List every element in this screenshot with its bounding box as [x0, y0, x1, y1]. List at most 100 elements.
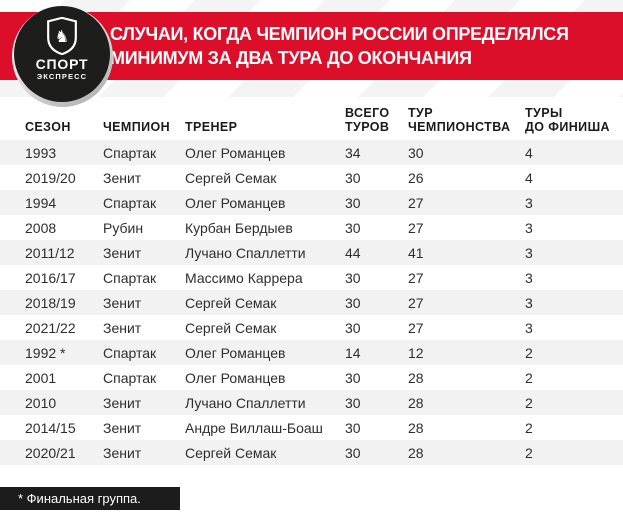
cell-total-rounds: 30 — [345, 419, 361, 436]
champions-table: СЕЗОН ЧЕМПИОН ТРЕНЕР ВСЕГО ТУРОВ ТУР ЧЕМПИОН… — [0, 96, 623, 465]
table-row: 2020/21 Зенит Сергей Семак 30 28 2 — [0, 440, 623, 465]
cell-total-rounds: 30 — [345, 369, 361, 386]
cell-rounds-to-finish: 3 — [525, 294, 533, 311]
cell-total-rounds: 30 — [345, 219, 361, 236]
shield-knight-icon: ♞ — [47, 17, 77, 55]
table-row: 2001 Спартак Олег Романцев 30 28 2 — [0, 365, 623, 390]
cell-champion: Зенит — [103, 244, 142, 261]
cell-championship-round: 27 — [408, 319, 424, 336]
cell-coach: Сергей Семак — [185, 294, 277, 311]
cell-rounds-to-finish: 2 — [525, 394, 533, 411]
cell-championship-round: 41 — [408, 244, 424, 261]
cell-season: 2001 — [25, 369, 57, 386]
table-row: 1993 Спартак Олег Романцев 34 30 4 — [0, 140, 623, 165]
logo-text-sub: ЭКСПРЕСС — [36, 72, 88, 81]
cell-total-rounds: 30 — [345, 294, 361, 311]
cell-championship-round: 28 — [408, 444, 424, 461]
cell-total-rounds: 30 — [345, 394, 361, 411]
cell-season: 2020/21 — [25, 444, 76, 461]
cell-coach: Лучано Спаллетти — [185, 394, 306, 411]
sport-express-logo: ♞ СПОРТ ЭКСПРЕСС — [12, 6, 113, 107]
table-body: 1993 Спартак Олег Романцев 34 30 4 2019/20 Зени… — [0, 140, 623, 465]
table-row: 2019/20 Зенит Сергей Семак 30 26 4 — [0, 165, 623, 190]
column-header-championship-round: ТУР ЧЕМПИОНСТВА — [408, 106, 511, 134]
cell-total-rounds: 30 — [345, 169, 361, 186]
cell-rounds-to-finish: 3 — [525, 319, 533, 336]
cell-champion: Спартак — [103, 269, 157, 286]
cell-rounds-to-finish: 3 — [525, 219, 533, 236]
column-header-champion: ЧЕМПИОН — [103, 120, 171, 134]
cell-rounds-to-finish: 4 — [525, 144, 533, 161]
title-line-1: СЛУЧАИ, КОГДА ЧЕМПИОН РОССИИ ОПРЕДЕЛЯЛСЯ — [110, 24, 569, 44]
table-header-row: СЕЗОН ЧЕМПИОН ТРЕНЕР ВСЕГО ТУРОВ ТУР ЧЕМПИОН… — [0, 96, 623, 140]
cell-champion: Зенит — [103, 444, 142, 461]
cell-championship-round: 12 — [408, 344, 424, 361]
table-row: 1992 * Спартак Олег Романцев 14 12 2 — [0, 340, 623, 365]
column-header-coach: ТРЕНЕР — [185, 120, 238, 134]
cell-coach: Олег Романцев — [185, 194, 286, 211]
table-row: 2016/17 Спартак Массимо Каррера 30 27 3 — [0, 265, 623, 290]
cell-rounds-to-finish: 2 — [525, 419, 533, 436]
cell-championship-round: 27 — [408, 219, 424, 236]
cell-championship-round: 28 — [408, 394, 424, 411]
cell-total-rounds: 34 — [345, 144, 361, 161]
cell-season: 2021/22 — [25, 319, 76, 336]
column-header-season: СЕЗОН — [25, 120, 71, 134]
footnote-box: * Финальная группа. — [0, 487, 180, 510]
svg-text:♞: ♞ — [55, 27, 70, 46]
table-row: 2010 Зенит Лучано Спаллетти 30 28 2 — [0, 390, 623, 415]
cell-champion: Спартак — [103, 144, 157, 161]
cell-champion: Зенит — [103, 169, 142, 186]
cell-total-rounds: 30 — [345, 319, 361, 336]
cell-champion: Спартак — [103, 369, 157, 386]
cell-champion: Зенит — [103, 294, 142, 311]
cell-coach: Курбан Бердыев — [185, 219, 293, 236]
cell-coach: Лучано Спаллетти — [185, 244, 306, 261]
column-header-total-rounds: ВСЕГО ТУРОВ — [345, 106, 390, 134]
cell-season: 1992 * — [25, 344, 66, 361]
cell-championship-round: 26 — [408, 169, 424, 186]
cell-rounds-to-finish: 2 — [525, 369, 533, 386]
table-row: 2008 Рубин Курбан Бердыев 30 27 3 — [0, 215, 623, 240]
cell-season: 2016/17 — [25, 269, 76, 286]
cell-coach: Олег Романцев — [185, 144, 286, 161]
cell-rounds-to-finish: 2 — [525, 444, 533, 461]
cell-championship-round: 30 — [408, 144, 424, 161]
cell-rounds-to-finish: 4 — [525, 169, 533, 186]
title-line-2: МИНИМУМ ЗА ДВА ТУРА ДО ОКОНЧАНИЯ — [110, 48, 472, 68]
cell-total-rounds: 30 — [345, 194, 361, 211]
logo-text-main: СПОРТ — [35, 56, 89, 72]
cell-coach: Андре Виллаш-Боаш — [185, 419, 323, 436]
table-row: 2018/19 Зенит Сергей Семак 30 27 3 — [0, 290, 623, 315]
cell-coach: Сергей Семак — [185, 169, 277, 186]
cell-season: 2010 — [25, 394, 57, 411]
cell-season: 2014/15 — [25, 419, 76, 436]
cell-championship-round: 28 — [408, 369, 424, 386]
cell-season: 2019/20 — [25, 169, 76, 186]
cell-championship-round: 27 — [408, 269, 424, 286]
cell-total-rounds: 14 — [345, 344, 361, 361]
cell-rounds-to-finish: 3 — [525, 244, 533, 261]
cell-champion: Спартак — [103, 194, 157, 211]
cell-total-rounds: 30 — [345, 269, 361, 286]
cell-championship-round: 27 — [408, 194, 424, 211]
cell-total-rounds: 30 — [345, 444, 361, 461]
table-row: 2021/22 Зенит Сергей Семак 30 27 3 — [0, 315, 623, 340]
cell-season: 2018/19 — [25, 294, 76, 311]
footnote-text: * Финальная группа. — [18, 491, 141, 506]
column-header-rounds-to-finish: ТУРЫ ДО ФИНИША — [525, 106, 610, 134]
cell-coach: Массимо Каррера — [185, 269, 303, 286]
cell-season: 1994 — [25, 194, 57, 211]
cell-champion: Зенит — [103, 419, 142, 436]
table-row: 2014/15 Зенит Андре Виллаш-Боаш 30 28 2 — [0, 415, 623, 440]
cell-championship-round: 27 — [408, 294, 424, 311]
cell-coach: Олег Романцев — [185, 344, 286, 361]
cell-total-rounds: 44 — [345, 244, 361, 261]
cell-coach: Сергей Семак — [185, 319, 277, 336]
cell-rounds-to-finish: 3 — [525, 194, 533, 211]
cell-champion: Зенит — [103, 394, 142, 411]
table-row: 1994 Спартак Олег Романцев 30 27 3 — [0, 190, 623, 215]
cell-coach: Сергей Семак — [185, 444, 277, 461]
cell-championship-round: 28 — [408, 419, 424, 436]
